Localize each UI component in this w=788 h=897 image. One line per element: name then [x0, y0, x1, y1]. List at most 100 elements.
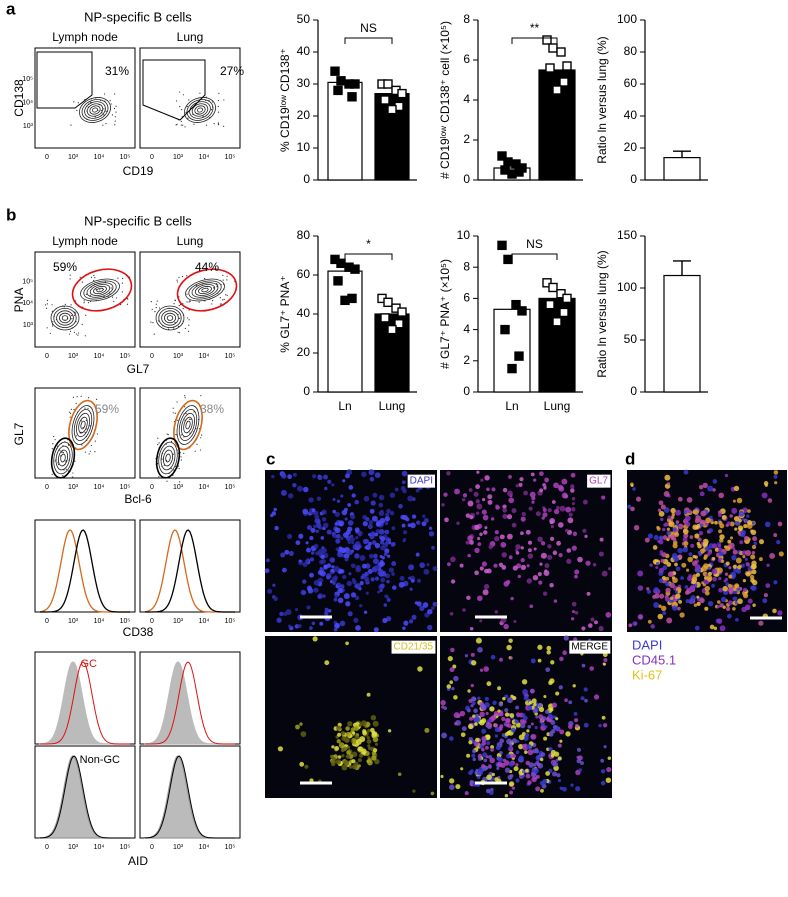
cell [264, 568, 270, 574]
cell [369, 534, 375, 540]
cell [494, 610, 499, 614]
event-dot [70, 304, 72, 306]
event-dot [103, 108, 105, 110]
event-dot [121, 282, 124, 284]
cell [683, 528, 689, 535]
cell [533, 763, 537, 767]
data-point [387, 324, 397, 335]
cell [669, 596, 674, 601]
cell [469, 515, 474, 520]
cell [337, 551, 343, 558]
cell [494, 723, 498, 728]
cell [335, 759, 342, 765]
event-dot [109, 100, 111, 102]
cell [776, 540, 781, 545]
event-dot [111, 296, 114, 298]
cell [367, 728, 371, 733]
cell [527, 705, 533, 711]
event-dot [49, 332, 52, 334]
cell [358, 723, 362, 727]
cell [537, 658, 542, 663]
cell [580, 696, 585, 701]
data-point [545, 63, 555, 73]
cell [480, 703, 486, 710]
flow-tick-label: 10³ [68, 353, 79, 360]
cell [571, 502, 575, 506]
cell [324, 611, 329, 616]
cell [589, 666, 594, 671]
cell [374, 532, 379, 537]
cell [361, 471, 367, 478]
cell [292, 472, 297, 477]
cell [515, 763, 519, 767]
cell [753, 541, 758, 546]
event-dot [75, 312, 77, 314]
cell [769, 552, 776, 559]
cell [491, 772, 495, 777]
cell [355, 564, 361, 571]
contour [79, 97, 111, 123]
cell [519, 719, 525, 724]
cell [545, 771, 550, 776]
cell [747, 520, 753, 526]
cell [351, 578, 356, 582]
event-dot [186, 293, 188, 295]
event-dot [211, 303, 213, 305]
cell [557, 778, 562, 783]
cell [525, 529, 531, 535]
event-dot [217, 105, 219, 107]
cell [660, 504, 666, 510]
cell [276, 617, 282, 623]
event-dot [68, 444, 70, 447]
cell [520, 557, 525, 563]
cell [735, 557, 742, 564]
cell [428, 531, 435, 537]
cell [466, 595, 471, 601]
cell [319, 621, 324, 626]
flow-tick-label: 10⁵ [22, 76, 33, 83]
cell [369, 476, 375, 482]
cell [512, 565, 518, 571]
cell [476, 503, 483, 510]
cell [325, 573, 332, 579]
event-dot [51, 448, 53, 450]
cell [713, 626, 718, 631]
cell [628, 623, 633, 628]
event-dot [77, 102, 79, 104]
bar [663, 157, 701, 181]
cell [469, 626, 474, 631]
cell [527, 780, 532, 785]
cell [509, 743, 513, 747]
cell [667, 515, 672, 520]
cell [558, 552, 563, 558]
event-dot [150, 321, 152, 323]
cell [701, 519, 706, 525]
cell [499, 724, 504, 729]
event-dot [74, 460, 76, 462]
cell [481, 747, 485, 752]
cell [728, 587, 734, 593]
event-dot [51, 310, 53, 312]
cell [506, 514, 513, 520]
cell [333, 627, 338, 632]
cell [428, 526, 433, 530]
cell [517, 574, 521, 579]
cell [551, 500, 556, 504]
cell [594, 620, 598, 625]
event-dot [217, 124, 220, 126]
cell [352, 731, 356, 735]
cell [348, 572, 352, 576]
cell [660, 517, 664, 522]
cell [534, 747, 538, 751]
cell [665, 587, 671, 593]
cell [385, 595, 389, 599]
cell [766, 563, 770, 567]
cell [707, 566, 711, 571]
cell [518, 743, 524, 750]
contour [158, 307, 182, 328]
cell [513, 619, 517, 624]
cell [525, 768, 529, 773]
event-dot [185, 111, 187, 113]
cell [368, 469, 375, 476]
cell [317, 594, 322, 599]
